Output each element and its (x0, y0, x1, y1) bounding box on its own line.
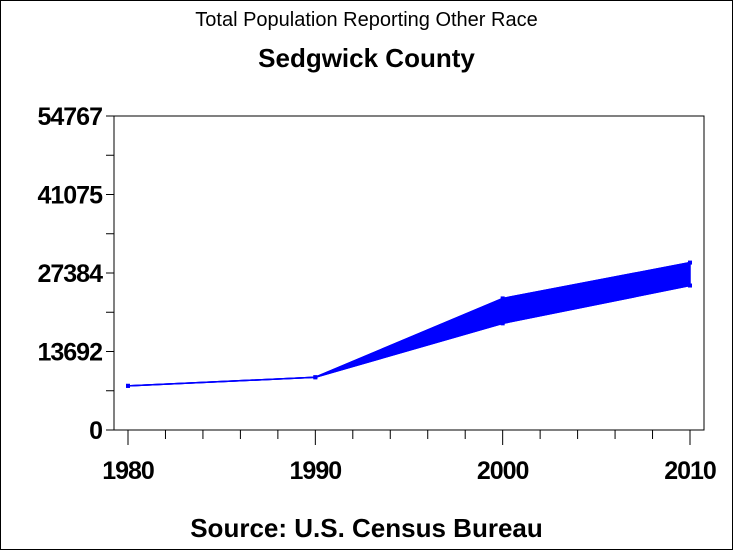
y-tick-label: 0 (89, 417, 102, 445)
chart-subtitle: Sedgwick County (258, 43, 475, 73)
y-tick-label: 41075 (37, 182, 103, 210)
data-point-upper (500, 296, 505, 301)
data-point-lower (313, 375, 318, 380)
data-point-upper (688, 260, 692, 265)
data-point-lower (500, 321, 505, 326)
data-point-lower (688, 283, 692, 288)
y-tick-label: 13692 (37, 338, 102, 366)
x-tick-label: 2010 (664, 457, 716, 485)
series-band (127, 261, 691, 387)
x-tick-label: 1980 (102, 457, 154, 485)
x-tick-label: 2000 (477, 457, 529, 485)
source-footnote: Source: U.S. Census Bureau (190, 513, 543, 543)
series-line-lower (127, 284, 691, 387)
data-point-lower (126, 383, 130, 388)
chart-title: Total Population Reporting Other Race (195, 9, 538, 31)
y-tick-label: 27384 (37, 260, 103, 288)
x-tick-label: 1990 (290, 457, 342, 485)
y-tick-label: 54767 (37, 103, 102, 131)
